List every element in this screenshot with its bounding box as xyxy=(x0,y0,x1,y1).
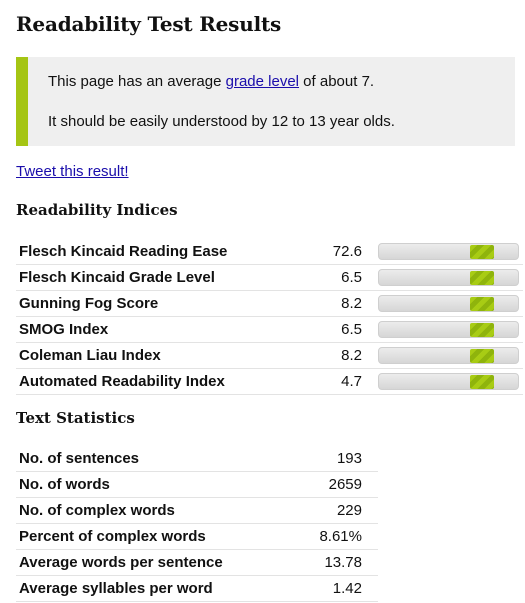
index-name: Automated Readability Index xyxy=(16,368,277,395)
index-bar-cell xyxy=(378,342,523,369)
stat-value: 2659 xyxy=(277,471,378,498)
index-row: Flesch Kincaid Grade Level 6.5 xyxy=(16,264,523,291)
index-bar-cell xyxy=(378,239,523,265)
indices-table: Flesch Kincaid Reading Ease 72.6 Flesch Ki… xyxy=(16,239,523,395)
stats-row: Percent of complex words 8.61% xyxy=(16,523,378,550)
index-name: Flesch Kincaid Reading Ease xyxy=(16,239,277,265)
stat-value: 193 xyxy=(277,446,378,472)
index-bar-marker xyxy=(470,375,494,389)
index-bar xyxy=(378,295,519,312)
index-row: Coleman Liau Index 8.2 xyxy=(16,342,523,369)
index-bar-marker xyxy=(470,297,494,311)
indices-heading: Readability Indices xyxy=(16,201,178,219)
page-title: Readability Test Results xyxy=(16,12,282,36)
summary-callout: This page has an average grade level of … xyxy=(16,57,515,146)
tweet-result-link[interactable]: Tweet this result! xyxy=(16,163,129,180)
index-bar-marker xyxy=(470,323,494,337)
index-bar xyxy=(378,347,519,364)
index-value: 6.5 xyxy=(277,264,378,291)
index-bar-cell xyxy=(378,264,523,291)
stat-name: No. of complex words xyxy=(16,497,277,524)
index-row: Automated Readability Index 4.7 xyxy=(16,368,523,395)
stat-value: 13.78 xyxy=(277,549,378,576)
index-row: Gunning Fog Score 8.2 xyxy=(16,290,523,317)
summary-text-after: of about 7. xyxy=(299,73,375,90)
index-bar-marker xyxy=(470,271,494,285)
index-name: Coleman Liau Index xyxy=(16,342,277,369)
stats-row: Average words per sentence 13.78 xyxy=(16,549,378,576)
index-bar-cell xyxy=(378,316,523,343)
stats-row: No. of sentences 193 xyxy=(16,446,378,472)
stat-name: Average words per sentence xyxy=(16,549,277,576)
index-bar xyxy=(378,321,519,338)
index-bar xyxy=(378,243,519,260)
stats-row: No. of words 2659 xyxy=(16,471,378,498)
index-value: 6.5 xyxy=(277,316,378,343)
stat-name: Percent of complex words xyxy=(16,523,277,550)
index-bar-marker xyxy=(470,349,494,363)
stats-heading: Text Statistics xyxy=(16,409,135,427)
index-bar xyxy=(378,269,519,286)
summary-grade-line: This page has an average grade level of … xyxy=(48,73,374,90)
index-bar-cell xyxy=(378,290,523,317)
index-name: Gunning Fog Score xyxy=(16,290,277,317)
grade-level-link[interactable]: grade level xyxy=(225,73,300,90)
index-value: 8.2 xyxy=(277,342,378,369)
stat-name: No. of sentences xyxy=(16,446,277,472)
index-row: SMOG Index 6.5 xyxy=(16,316,523,343)
index-bar xyxy=(378,373,519,390)
summary-age-line: It should be easily understood by 12 to … xyxy=(48,113,395,130)
stat-name: No. of words xyxy=(16,471,277,498)
index-value: 72.6 xyxy=(277,239,378,265)
stat-name: Average syllables per word xyxy=(16,575,277,602)
index-value: 8.2 xyxy=(277,290,378,317)
stats-table: No. of sentences 193 No. of words 2659 No. o… xyxy=(16,446,378,602)
stat-value: 8.61% xyxy=(277,523,378,550)
index-row: Flesch Kincaid Reading Ease 72.6 xyxy=(16,239,523,265)
index-bar-marker xyxy=(470,245,494,259)
index-bar-cell xyxy=(378,368,523,395)
summary-text-before: This page has an average xyxy=(48,73,226,90)
stats-row: Average syllables per word 1.42 xyxy=(16,575,378,602)
stat-value: 229 xyxy=(277,497,378,524)
stat-value: 1.42 xyxy=(277,575,378,602)
stats-row: No. of complex words 229 xyxy=(16,497,378,524)
index-value: 4.7 xyxy=(277,368,378,395)
index-name: Flesch Kincaid Grade Level xyxy=(16,264,277,291)
index-name: SMOG Index xyxy=(16,316,277,343)
